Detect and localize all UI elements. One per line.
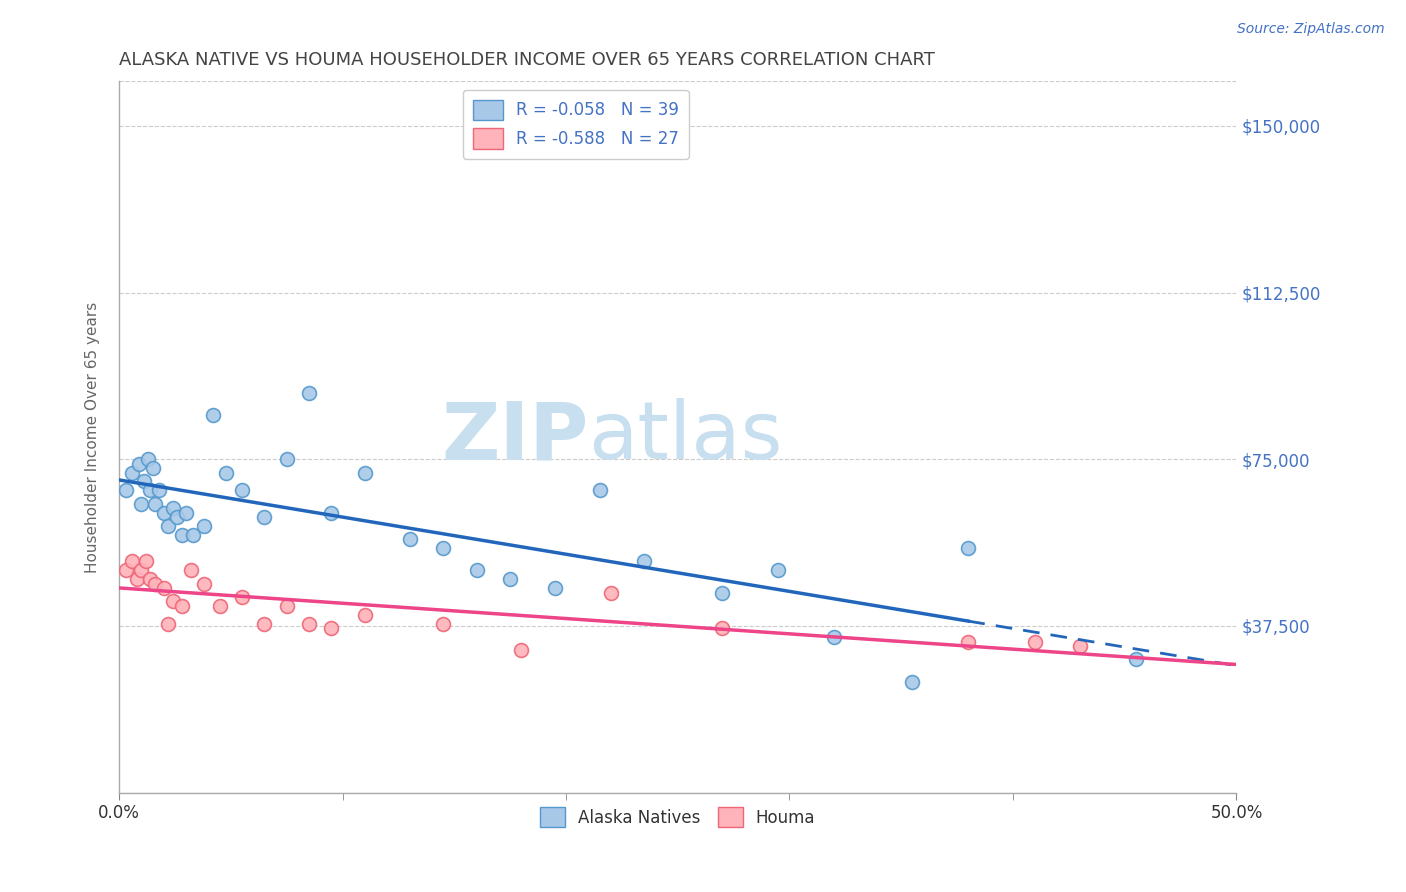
Point	[152, 506, 174, 520]
Point	[231, 483, 253, 498]
Point	[139, 572, 162, 586]
Point	[510, 643, 533, 657]
Point	[231, 590, 253, 604]
Point	[465, 563, 488, 577]
Point	[398, 533, 420, 547]
Point	[957, 634, 980, 648]
Point	[152, 581, 174, 595]
Point	[148, 483, 170, 498]
Point	[1069, 639, 1091, 653]
Point	[599, 585, 621, 599]
Point	[588, 483, 610, 498]
Point	[193, 576, 215, 591]
Point	[633, 554, 655, 568]
Text: atlas: atlas	[588, 398, 783, 476]
Point	[276, 599, 298, 613]
Point	[208, 599, 231, 613]
Point	[711, 585, 734, 599]
Point	[321, 621, 343, 635]
Point	[131, 497, 153, 511]
Point	[253, 616, 276, 631]
Point	[711, 621, 734, 635]
Point	[544, 581, 567, 595]
Point	[253, 510, 276, 524]
Point	[162, 501, 184, 516]
Point	[276, 452, 298, 467]
Point	[901, 674, 924, 689]
Point	[499, 572, 522, 586]
Point	[157, 519, 180, 533]
Point	[298, 385, 321, 400]
Point	[128, 457, 150, 471]
Point	[131, 563, 153, 577]
Point	[181, 528, 204, 542]
Point	[114, 483, 136, 498]
Point	[957, 541, 980, 556]
Point	[170, 599, 193, 613]
Point	[354, 607, 377, 622]
Point	[321, 506, 343, 520]
Point	[166, 510, 188, 524]
Point	[125, 572, 148, 586]
Point	[114, 563, 136, 577]
Point	[823, 630, 845, 644]
Y-axis label: Householder Income Over 65 years: Householder Income Over 65 years	[86, 301, 100, 573]
Point	[193, 519, 215, 533]
Point	[157, 616, 180, 631]
Point	[132, 475, 155, 489]
Point	[136, 452, 159, 467]
Point	[298, 616, 321, 631]
Point	[162, 594, 184, 608]
Point	[432, 541, 454, 556]
Text: Source: ZipAtlas.com: Source: ZipAtlas.com	[1237, 22, 1385, 37]
Point	[1024, 634, 1046, 648]
Point	[180, 563, 202, 577]
Point	[215, 466, 238, 480]
Point	[143, 576, 166, 591]
Text: ALASKA NATIVE VS HOUMA HOUSEHOLDER INCOME OVER 65 YEARS CORRELATION CHART: ALASKA NATIVE VS HOUMA HOUSEHOLDER INCOM…	[120, 51, 935, 69]
Point	[768, 563, 790, 577]
Point	[142, 461, 165, 475]
Point	[354, 466, 377, 480]
Point	[121, 466, 143, 480]
Point	[135, 554, 157, 568]
Point	[139, 483, 162, 498]
Point	[170, 528, 193, 542]
Point	[1125, 652, 1147, 666]
Legend: Alaska Natives, Houma: Alaska Natives, Houma	[533, 800, 823, 834]
Point	[121, 554, 143, 568]
Text: ZIP: ZIP	[441, 398, 588, 476]
Point	[174, 506, 197, 520]
Point	[201, 408, 224, 422]
Point	[432, 616, 454, 631]
Point	[143, 497, 166, 511]
